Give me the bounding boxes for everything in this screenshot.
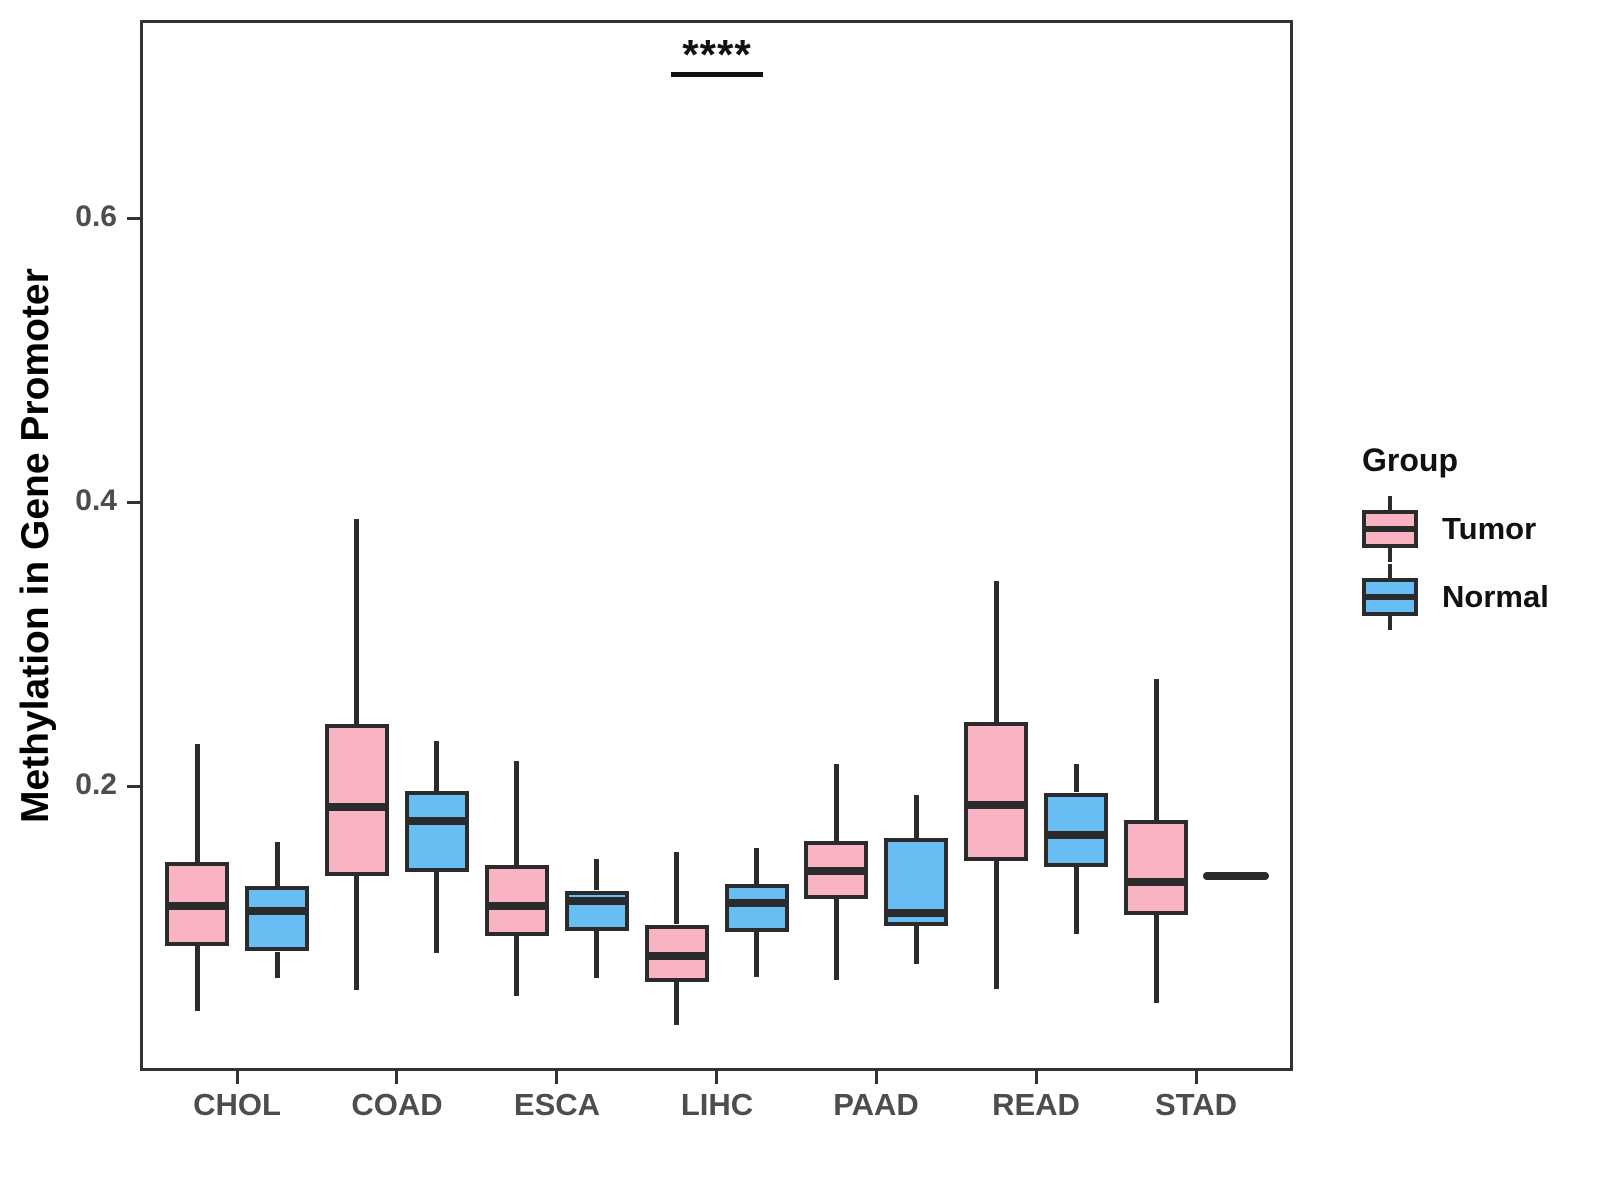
box-tumor-STAD <box>1124 820 1188 915</box>
whisker-upper-normal-ESCA <box>594 859 599 890</box>
x-tick-mark <box>236 1071 239 1084</box>
legend-glyph-median <box>1366 526 1414 532</box>
whisker-upper-tumor-LIHC <box>674 852 679 924</box>
legend-label: Tumor <box>1442 511 1537 546</box>
box-normal-LIHC <box>725 884 789 932</box>
whisker-lower-normal-COAD <box>434 872 439 953</box>
legend: Group Tumor Normal <box>1362 442 1549 631</box>
x-tick-mark <box>395 1071 398 1084</box>
box-normal-COAD <box>405 791 469 872</box>
median-normal-ESCA <box>565 897 629 905</box>
whisker-lower-normal-PAAD <box>914 926 919 964</box>
x-tick-label: LIHC <box>680 1087 754 1122</box>
box-tumor-COAD <box>325 724 389 876</box>
legend-entry-normal: Normal <box>1362 563 1549 631</box>
flat-box-normal-STAD <box>1203 872 1269 880</box>
box-normal-READ <box>1044 793 1108 867</box>
significance-underline <box>671 72 763 77</box>
legend-glyph-median <box>1366 594 1414 600</box>
x-tick-mark <box>1195 1071 1198 1084</box>
x-tick-mark <box>715 1071 718 1084</box>
whisker-lower-normal-LIHC <box>754 932 759 977</box>
x-tick-label: CHOL <box>193 1087 281 1122</box>
median-normal-CHOL <box>245 907 309 915</box>
box-tumor-ESCA <box>485 865 549 936</box>
x-tick-label: STAD <box>1154 1087 1238 1122</box>
legend-label: Normal <box>1442 579 1549 614</box>
x-tick-mark <box>875 1071 878 1084</box>
whisker-lower-tumor-ESCA <box>514 936 519 996</box>
whisker-upper-normal-PAAD <box>914 795 919 838</box>
whisker-lower-normal-CHOL <box>275 952 280 978</box>
whisker-upper-tumor-READ <box>994 581 999 722</box>
median-tumor-ESCA <box>485 902 549 910</box>
y-tick-label: 0.6 <box>75 200 117 233</box>
legend-boxplot-glyph-normal <box>1362 564 1418 630</box>
legend-entries: Tumor Normal <box>1362 495 1549 631</box>
median-normal-PAAD <box>884 909 948 917</box>
significance-stars: **** <box>682 31 752 78</box>
median-normal-LIHC <box>725 899 789 907</box>
legend-title: Group <box>1362 442 1458 478</box>
median-tumor-STAD <box>1124 878 1188 886</box>
y-tick-mark <box>127 785 140 788</box>
whisker-upper-tumor-CHOL <box>195 744 200 862</box>
whisker-upper-tumor-COAD <box>354 519 359 725</box>
y-tick-mark <box>127 501 140 504</box>
median-tumor-PAAD <box>804 867 868 875</box>
whisker-upper-normal-CHOL <box>275 842 280 886</box>
whisker-lower-normal-READ <box>1074 866 1079 934</box>
legend-glyph-box <box>1362 510 1418 548</box>
median-normal-READ <box>1044 831 1108 839</box>
median-normal-COAD <box>405 817 469 825</box>
whisker-upper-normal-COAD <box>434 741 439 791</box>
whisker-upper-tumor-PAAD <box>834 764 839 841</box>
whisker-upper-normal-LIHC <box>754 848 759 884</box>
whisker-upper-tumor-ESCA <box>514 761 519 865</box>
box-tumor-READ <box>964 722 1028 861</box>
x-tick-mark <box>1035 1071 1038 1084</box>
legend-entry-tumor: Tumor <box>1362 495 1549 563</box>
x-tick-mark <box>555 1071 558 1084</box>
whisker-lower-tumor-COAD <box>354 876 359 990</box>
median-tumor-LIHC <box>645 952 709 960</box>
median-tumor-CHOL <box>165 902 229 910</box>
whisker-lower-tumor-LIHC <box>674 982 679 1025</box>
whisker-upper-tumor-STAD <box>1154 679 1159 820</box>
whisker-lower-tumor-READ <box>994 861 999 989</box>
x-tick-label: ESCA <box>513 1087 601 1122</box>
whisker-lower-tumor-CHOL <box>195 946 200 1011</box>
legend-boxplot-glyph-tumor <box>1362 496 1418 562</box>
y-tick-label: 0.2 <box>75 768 117 801</box>
median-tumor-COAD <box>325 803 389 811</box>
whisker-lower-normal-ESCA <box>594 930 599 978</box>
y-tick-mark <box>127 217 140 220</box>
legend-glyph-box <box>1362 578 1418 616</box>
x-tick-label: COAD <box>351 1087 443 1122</box>
box-normal-CHOL <box>245 886 309 951</box>
x-tick-label: PAAD <box>833 1087 919 1122</box>
y-tick-label: 0.4 <box>75 484 117 517</box>
whisker-lower-tumor-STAD <box>1154 915 1159 1003</box>
median-tumor-READ <box>964 801 1028 809</box>
x-tick-label: READ <box>992 1087 1080 1122</box>
plot-panel-border <box>140 20 1293 1071</box>
whisker-upper-normal-READ <box>1074 764 1079 792</box>
whisker-lower-tumor-PAAD <box>834 899 839 980</box>
